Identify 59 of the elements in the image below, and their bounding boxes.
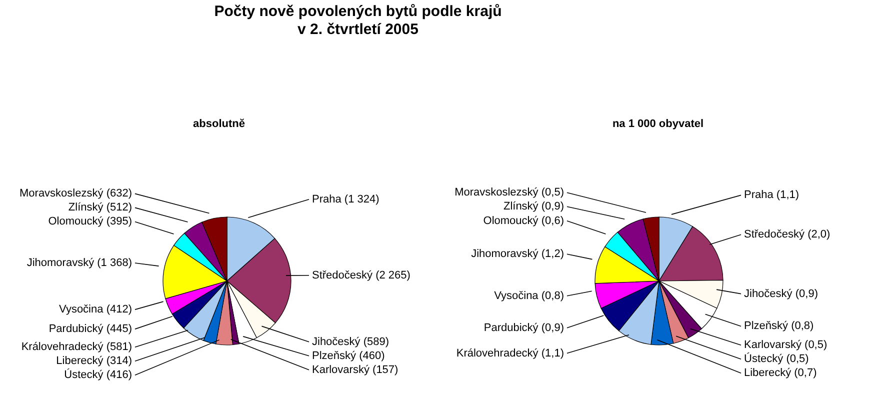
data-label: (0,5) [541, 186, 564, 199]
data-label: (512) [106, 202, 132, 214]
slice-label: Olomoucký [483, 214, 539, 227]
data-label: (0,7) [794, 367, 817, 380]
slice-label: Plzeňský [312, 350, 357, 362]
chart-subtitle: na 1 000 obyvatel [611, 117, 705, 132]
slice-label: Jihomoravský [471, 248, 539, 260]
data-label: (0,9) [541, 200, 564, 213]
slice-label: Moravskoslezský [454, 186, 539, 199]
data-label: (581) [106, 341, 132, 354]
data-label: (632) [106, 188, 132, 200]
slice-label: Vysočina [494, 290, 540, 302]
data-label: (314) [106, 355, 132, 368]
slice-label: Ústecký [64, 368, 104, 382]
slice-label: Ústecký [744, 352, 784, 366]
data-label: (416) [106, 369, 132, 382]
data-label: (2,0) [808, 228, 830, 241]
slice-label: Královehradecký [456, 347, 539, 360]
slice-label: Plzeňský [744, 320, 789, 332]
data-label: (0,6) [541, 214, 564, 227]
slice-label: Jihočeský [312, 336, 361, 348]
slice-label: Pardubický [484, 322, 539, 334]
slice-label: Moravskoslezský [20, 188, 104, 200]
slice-label: Jihočeský [744, 288, 793, 300]
data-label: (395) [106, 216, 132, 228]
slice-label: Praha [744, 189, 774, 202]
data-label: (1 368) [97, 256, 132, 269]
slice-label: Liberecký [56, 355, 104, 368]
data-label: (0,9) [795, 288, 818, 300]
data-label: (2 265) [376, 269, 410, 282]
data-label: (460) [359, 350, 385, 362]
chart-subtitle: absolutně [192, 117, 246, 132]
slice-label: Jihomoravský [26, 256, 95, 269]
slice-label: Karlovarský [312, 364, 370, 376]
slice-label: Královehradecký [21, 341, 104, 354]
slice-label: Vysočina [59, 304, 104, 316]
slice-label: Liberecký [744, 367, 792, 380]
chart-title: Počty nově povolených bytů podle krajů v 2. čtvrtletí 2005 [213, 3, 503, 39]
data-label: (1,1) [776, 189, 800, 202]
slice-label: Zlínský [68, 202, 104, 214]
data-label: (0,8) [541, 290, 564, 302]
slice-label: Zlínský [503, 200, 539, 213]
data-label: (589) [363, 336, 390, 348]
slice-label: Středočeský [744, 228, 806, 241]
slice-label: Středočeský [312, 269, 374, 282]
slice-label: Karlovarský [744, 339, 802, 352]
data-label: (1,1) [541, 347, 564, 360]
data-label: (0,5) [786, 353, 809, 366]
slice-label: Pardubický [48, 323, 104, 336]
data-label: (0,8) [791, 320, 814, 332]
data-label: (412) [106, 304, 132, 316]
data-label: (0,5) [804, 339, 828, 352]
data-label: (1 324) [344, 193, 380, 206]
slice-label: Olomoucký [48, 216, 104, 228]
data-label: (445) [106, 323, 132, 336]
data-label: (157) [372, 364, 398, 376]
slice-label: Praha [312, 193, 342, 206]
data-label: (1,2) [541, 248, 564, 260]
data-label: (0,9) [541, 322, 564, 334]
